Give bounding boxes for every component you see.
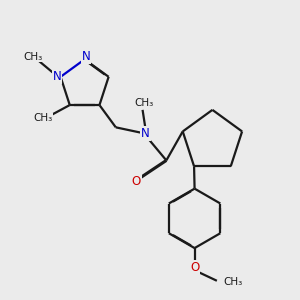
Text: CH₃: CH₃ xyxy=(224,277,243,287)
Text: CH₃: CH₃ xyxy=(134,98,154,108)
Text: N: N xyxy=(82,50,91,63)
Text: N: N xyxy=(52,70,62,83)
Text: CH₃: CH₃ xyxy=(33,113,52,123)
Text: CH₃: CH₃ xyxy=(23,52,43,62)
Text: O: O xyxy=(190,261,199,274)
Text: O: O xyxy=(131,175,141,188)
Text: N: N xyxy=(141,127,150,140)
